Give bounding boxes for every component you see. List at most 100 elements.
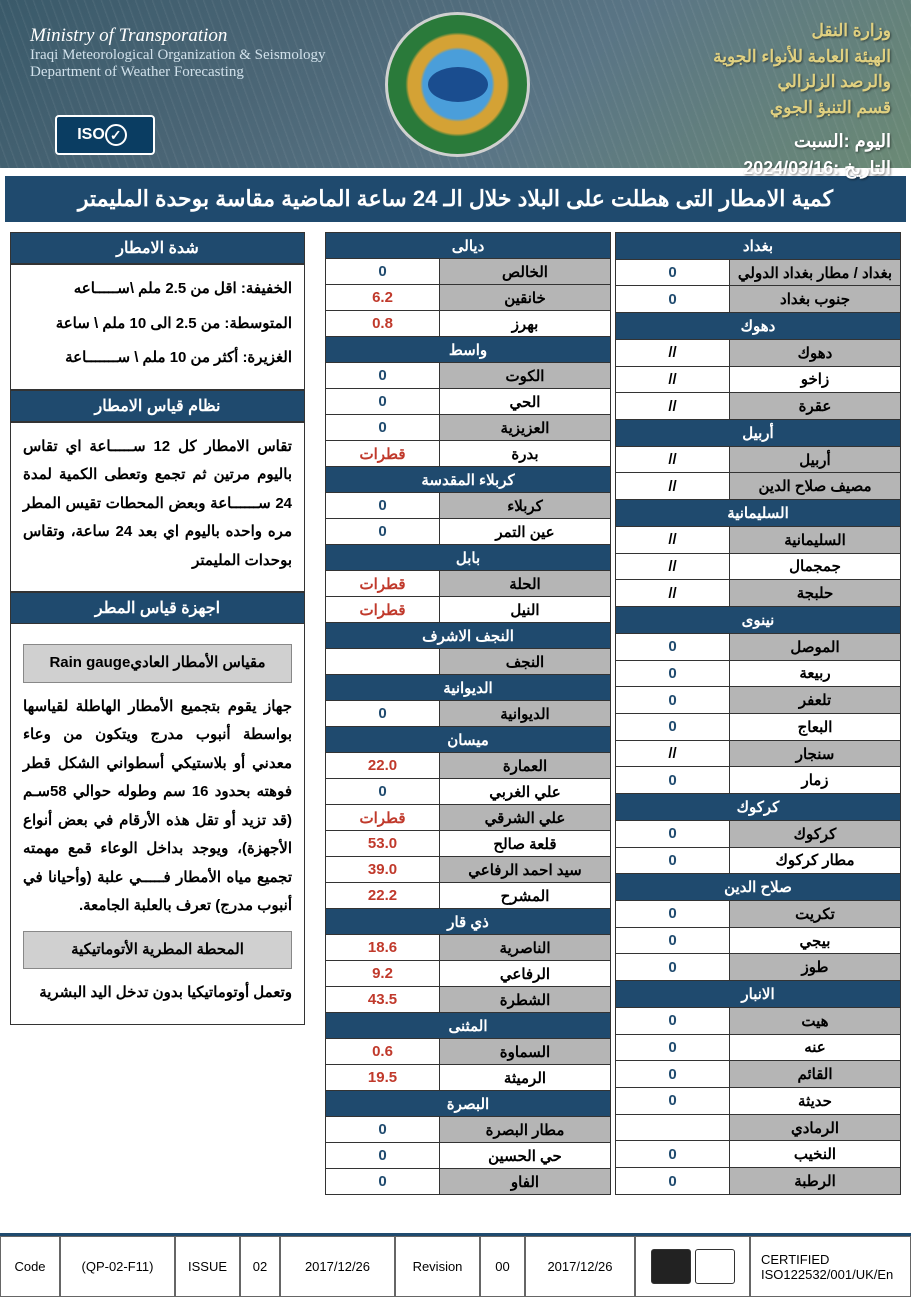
header-english-block: Ministry of Transporation Iraqi Meteorol… — [30, 25, 326, 81]
rainfall-value: 0 — [616, 767, 730, 794]
rainfall-value: 0 — [616, 847, 730, 874]
table-row: نينوى — [616, 607, 901, 634]
ukas-badge-icon — [695, 1249, 735, 1284]
rainfall-value: 0 — [616, 900, 730, 927]
station-name: العمارة — [440, 753, 611, 779]
rainfall-value: 0 — [616, 633, 730, 660]
table-row: الحلةقطرات — [326, 571, 611, 597]
rainfall-value: 0 — [616, 1141, 730, 1168]
intensity-heavy: الغزيرة: أكثر من 10 ملم \ ســـــــاعة — [23, 344, 292, 373]
station-name: عين التمر — [440, 519, 611, 545]
document-header: Ministry of Transporation Iraqi Meteorol… — [0, 0, 911, 168]
footer-revision-label: Revision — [395, 1236, 480, 1297]
table-row: النخيب0 — [616, 1141, 901, 1168]
table-row: النجف الاشرف — [326, 623, 611, 649]
region-header: ميسان — [326, 727, 611, 753]
table-row: السماوة0.6 — [326, 1039, 611, 1065]
station-name: ربيعة — [730, 660, 901, 687]
region-header: الديوانية — [326, 675, 611, 701]
document-title: كمية الامطار التى هطلت على البلاد خلال ا… — [5, 176, 906, 222]
rainfall-value: 0 — [326, 779, 440, 805]
table-row: الحي0 — [326, 389, 611, 415]
table-row: صلاح الدين — [616, 874, 901, 901]
station-name: علي الشرقي — [440, 805, 611, 831]
station-name: الكوت — [440, 363, 611, 389]
station-name: الرطبة — [730, 1168, 901, 1195]
rainfall-table-left: ديالىالخالص0خانقين6.2بهرز0.8واسطالكوت0ال… — [325, 232, 611, 1195]
rainfall-value: 0 — [616, 286, 730, 313]
footer-date1: 2017/12/26 — [280, 1236, 395, 1297]
station-name: الشطرة — [440, 987, 611, 1013]
footer-cert-text: CERTIFIED ISO122532/001/UK/En — [750, 1236, 911, 1297]
rainfall-value: 0 — [326, 1143, 440, 1169]
table-row: كركوك — [616, 794, 901, 821]
table-row: بهرز0.8 — [326, 311, 611, 337]
rainfall-value: 0 — [616, 1168, 730, 1195]
auto-station-desc: وتعمل أوتوماتيكيا بدون تدخل اليد البشرية — [23, 979, 292, 1008]
rainfall-value: 43.5 — [326, 987, 440, 1013]
organization-logo — [385, 12, 530, 157]
station-name: الحي — [440, 389, 611, 415]
table-row: المشرح22.2 — [326, 883, 611, 909]
station-name: السليمانية — [730, 526, 901, 553]
rainfall-value: 0 — [616, 687, 730, 714]
table-row: دهوك// — [616, 339, 901, 366]
rainfall-value: قطرات — [326, 597, 440, 623]
rainfall-value: 53.0 — [326, 831, 440, 857]
region-header: السليمانية — [616, 500, 901, 527]
table-row: العمارة22.0 — [326, 753, 611, 779]
table-row: حلبجة// — [616, 580, 901, 607]
footer-badges — [635, 1236, 750, 1297]
table-row: أربيل — [616, 420, 901, 447]
region-header: بابل — [326, 545, 611, 571]
station-name: بهرز — [440, 311, 611, 337]
day-row: اليوم :السبت — [713, 128, 891, 155]
table-row: الناصرية18.6 — [326, 935, 611, 961]
station-name: تكريت — [730, 900, 901, 927]
station-name: طوز — [730, 954, 901, 981]
rainfall-value: 0.6 — [326, 1039, 440, 1065]
table-row: ربيعة0 — [616, 660, 901, 687]
region-header: دهوك — [616, 313, 901, 340]
table-row: بغداد — [616, 233, 901, 260]
station-name: النجف — [440, 649, 611, 675]
station-name: دهوك — [730, 339, 901, 366]
table-row: جنوب بغداد0 — [616, 286, 901, 313]
auto-station-sub: المحطة المطرية الأتوماتيكية — [23, 931, 292, 970]
devices-box: مقياس الأمطار العاديRain gauge جهاز يقوم… — [10, 624, 305, 1025]
rainfall-value: // — [616, 366, 730, 393]
content-area: بغدادبغداد / مطار بغداد الدولي0جنوب بغدا… — [0, 224, 911, 1203]
footer-code-value: (QP-02-F11) — [60, 1236, 175, 1297]
station-name: بدرة — [440, 441, 611, 467]
station-name: النخيب — [730, 1141, 901, 1168]
table-row: عين التمر0 — [326, 519, 611, 545]
station-name: الموصل — [730, 633, 901, 660]
station-name: القائم — [730, 1061, 901, 1088]
table-row: عقرة// — [616, 393, 901, 420]
station-name: الخالص — [440, 259, 611, 285]
iso-text: ISO — [77, 126, 105, 144]
station-name: الحلة — [440, 571, 611, 597]
system-text: تقاس الامطار كل 12 ســـــاعة اي تقاس بال… — [23, 433, 292, 576]
rainfall-value: 0 — [326, 415, 440, 441]
table-row: علي الغربي0 — [326, 779, 611, 805]
station-name: بغداد / مطار بغداد الدولي — [730, 259, 901, 286]
station-name: زاخو — [730, 366, 901, 393]
station-name: حي الحسين — [440, 1143, 611, 1169]
rainfall-value: 0 — [616, 927, 730, 954]
rainfall-value: // — [616, 393, 730, 420]
table-row: مطار البصرة0 — [326, 1117, 611, 1143]
table-row: مطار كركوك0 — [616, 847, 901, 874]
table-row: الرميثة19.5 — [326, 1065, 611, 1091]
table-row: البعاج0 — [616, 713, 901, 740]
org-ar-1: الهيئة العامة للأنواء الجوية — [713, 44, 891, 70]
station-name: السماوة — [440, 1039, 611, 1065]
table-row: زمار0 — [616, 767, 901, 794]
table-row: ميسان — [326, 727, 611, 753]
table-row: كربلاء0 — [326, 493, 611, 519]
header-arabic-block: وزارة النقل الهيئة العامة للأنواء الجوية… — [713, 18, 891, 182]
table-row: بيجي0 — [616, 927, 901, 954]
table-row: العزيزية0 — [326, 415, 611, 441]
rainfall-value — [326, 649, 440, 675]
station-name: مصيف صلاح الدين — [730, 473, 901, 500]
